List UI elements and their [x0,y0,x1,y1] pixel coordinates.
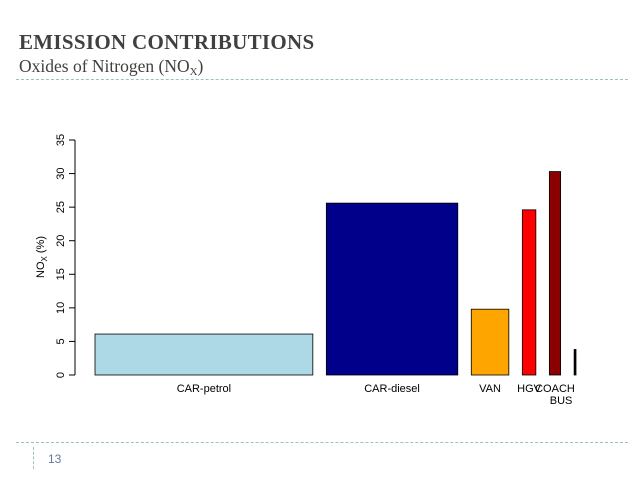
y-axis-label: NOX (%) [35,236,49,278]
x-label-van: VAN [479,383,501,395]
y-axis-label-subscript: X [40,256,49,262]
bar-bus [573,349,577,376]
y-tick-label: 5 [55,338,67,344]
y-tick-label: 25 [55,201,67,213]
subtitle-subscript: X [189,66,198,78]
bar-car-petrol [94,333,314,376]
slide-number-box: 13 [33,447,74,469]
y-tick-label: 30 [55,167,67,179]
y-tick-label: 20 [55,235,67,247]
y-axis-label-prefix: NO [35,261,47,278]
x-label-car-petrol: CAR-petrol [177,383,231,395]
slide-subtitle: Oxides of Nitrogen (NOX) [19,56,203,78]
slide-title: EMISSION CONTRIBUTIONS [19,30,315,54]
bar-van [470,308,510,376]
x-label-car-diesel: CAR-diesel [364,383,420,395]
slide-number: 13 [48,452,62,466]
top-divider [16,79,628,80]
x-label-coach: COACH [535,383,575,395]
bar-car-diesel [325,202,459,376]
bar-coach [548,171,562,376]
x-label-hgv: HGV [517,383,542,395]
y-axis: 0 5 10 15 20 25 30 35 [55,134,76,378]
bottom-divider [16,442,628,443]
y-tick-label: 35 [55,134,67,146]
subtitle-prefix: Oxides of Nitrogen (NO [19,56,190,76]
x-label-bus: BUS [550,395,573,407]
y-tick-label: 15 [55,268,67,280]
y-tick-label: 10 [55,302,67,314]
y-axis-label-suffix: (%) [35,236,47,256]
subtitle-suffix: ) [197,56,204,76]
bars [94,171,577,376]
y-tick-label: 0 [55,372,67,378]
bar-hgv [521,209,537,376]
